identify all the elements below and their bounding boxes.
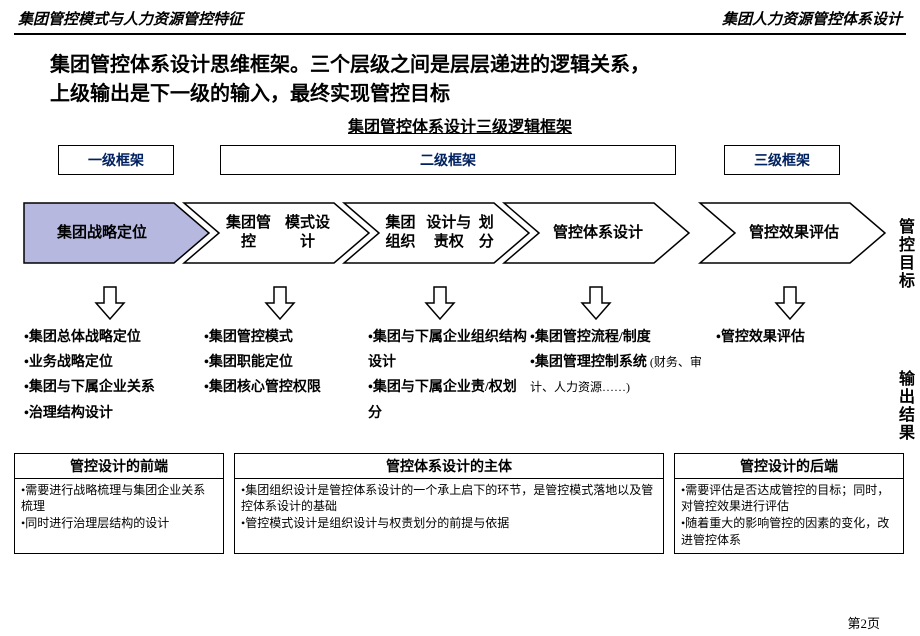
side-label: 管控目标 [892,218,916,290]
level-labels-row: 一级框架 二级框架 三级框架 [14,145,906,179]
output-column: •集团管控模式•集团职能定位•集团核心管控权限 [204,325,364,401]
flow-row: 集团战略定位集团管控模式设计集团组织设计与责权划分管控体系设计 管控效果评估 [14,185,906,281]
side-label: 输出结果 [892,370,916,442]
flow-arrow-label: 管控效果评估 [735,203,853,263]
bottom-section-body: •需要评估是否达成管控的目标；同时，对管控效果进行评估•随着重大的影响管控的因素… [675,479,903,553]
bottom-section-body: •集团组织设计是管控体系设计的一个承上启下的环节，是管控模式落地以及管控体系设计… [235,479,663,537]
flow-arrow-label: 集团战略定位 [32,203,172,263]
bottom-section-title: 管控设计的前端 [15,454,223,479]
flow-arrow-label: 集团组织设计与责权划分 [379,203,497,263]
header-rule [14,33,906,35]
down-arrow-icon [772,285,808,321]
down-arrow-row [14,285,906,321]
level-label: 二级框架 [220,145,676,175]
main-title: 集团管控体系设计思维框架。三个层级之间是层层递进的逻辑关系， 上级输出是下一级的… [0,45,920,111]
bottom-section-title: 管控体系设计的主体 [235,454,663,479]
level-label: 三级框架 [724,145,840,175]
bottom-section: 管控体系设计的主体•集团组织设计是管控体系设计的一个承上启下的环节，是管控模式落… [234,453,664,554]
down-arrow-icon [92,285,128,321]
output-column: •管控效果评估 [716,325,866,350]
level-label: 一级框架 [58,145,174,175]
output-column: •集团管控流程/制度•集团管理控制系统 (财务、审计、人力资源……) [530,325,706,401]
header-left: 集团管控模式与人力资源管控特征 [18,8,243,29]
bottom-section: 管控设计的后端•需要评估是否达成管控的目标；同时，对管控效果进行评估•随着重大的… [674,453,904,554]
header-right: 集团人力资源管控体系设计 [722,8,902,29]
bottom-section: 管控设计的前端•需要进行战略梳理与集团企业关系梳理•同时进行治理层结构的设计 [14,453,224,554]
page-number: 第2页 [847,613,880,632]
down-arrow-icon [422,285,458,321]
bottom-section-body: •需要进行战略梳理与集团企业关系梳理•同时进行治理层结构的设计 [15,479,223,537]
bottom-section-title: 管控设计的后端 [675,454,903,479]
bottom-row: 管控设计的前端•需要进行战略梳理与集团企业关系梳理•同时进行治理层结构的设计管控… [14,453,906,554]
down-arrow-icon [262,285,298,321]
flow-arrow-label: 集团管控模式设计 [219,203,337,263]
flow-arrow-label: 管控体系设计 [539,203,657,263]
output-column: •集团总体战略定位•业务战略定位•集团与下属企业关系•治理结构设计 [24,325,199,426]
down-arrow-icon [578,285,614,321]
output-column: •集团与下属企业组织结构设计•集团与下属企业责/权划分 [368,325,528,426]
outputs-row: •集团总体战略定位•业务战略定位•集团与下属企业关系•治理结构设计•集团管控模式… [14,325,906,447]
subtitle: 集团管控体系设计三级逻辑框架 [0,113,920,137]
